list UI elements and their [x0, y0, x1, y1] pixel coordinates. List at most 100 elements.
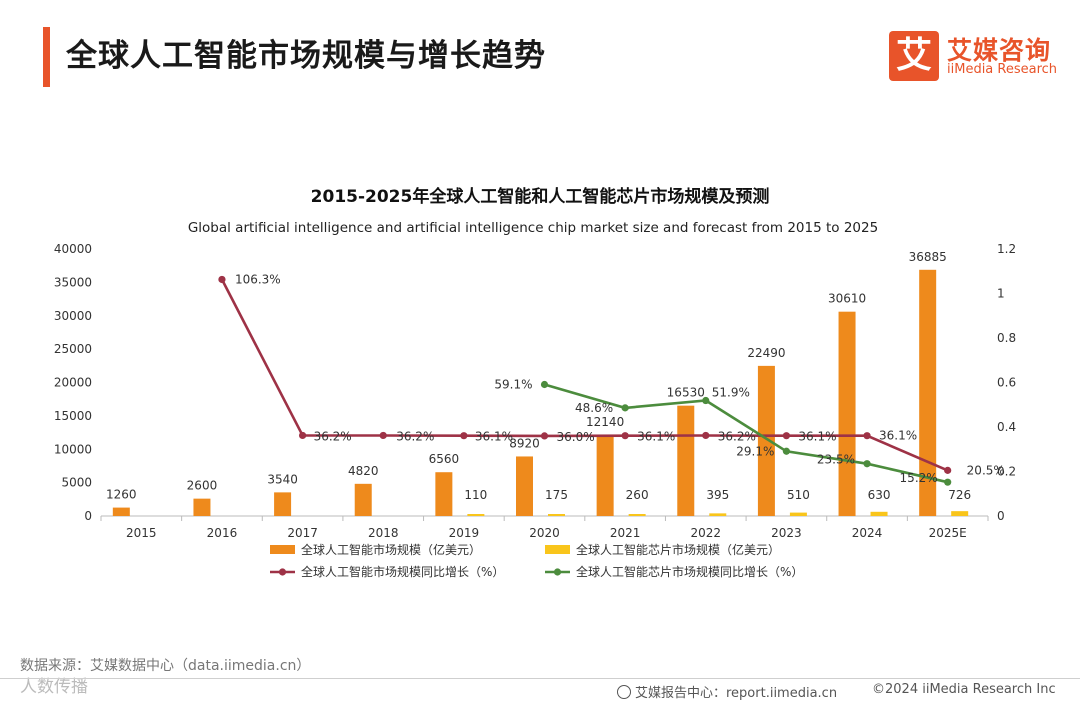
bar-ai-label: 3540 — [267, 472, 298, 486]
legend-label: 全球人工智能芯片市场规模同比增长（%） — [576, 564, 803, 579]
bar-chip-label: 726 — [948, 488, 971, 502]
bar-chip-market — [548, 514, 565, 516]
bar-chip-label: 510 — [787, 488, 810, 502]
legend-swatch-bar — [270, 545, 295, 554]
chart-subtitle: Global artificial intelligence and artif… — [188, 220, 878, 236]
chip-growth-label: 29.1% — [736, 444, 774, 458]
ai-growth-point — [218, 275, 226, 284]
y2-tick-label: 0.6 — [997, 376, 1016, 390]
x-tick-label: 2022 — [690, 526, 721, 540]
x-tick-label: 2025E — [929, 526, 967, 540]
chip-growth-label: 23.5% — [817, 453, 855, 467]
chip-growth-point — [540, 380, 549, 389]
bar-ai-label: 1260 — [106, 488, 137, 502]
ai-growth-label: 20.5% — [967, 463, 1005, 477]
bar-ai-label: 22490 — [747, 346, 785, 360]
bar-ai-market — [677, 405, 695, 516]
y2-tick-label: 1 — [997, 287, 1005, 301]
bar-ai-label: 8920 — [509, 436, 540, 450]
y2-tick-label: 1.2 — [997, 242, 1016, 256]
ai-growth-point — [298, 431, 307, 440]
bar-ai-label: 36885 — [909, 250, 947, 264]
bar-ai-label: 16530 — [667, 386, 705, 400]
ai-growth-label: 36.0% — [557, 430, 595, 444]
chip-growth-point — [621, 404, 629, 412]
legend-swatch-bar — [545, 545, 570, 554]
bar-ai-label: 6560 — [429, 452, 460, 466]
footer-copyright: ©2024 iiMedia Research Inc — [872, 682, 1056, 697]
bar-ai-market — [354, 483, 372, 516]
x-tick-label: 2019 — [449, 526, 480, 540]
ai-growth-point — [460, 432, 468, 440]
chip-growth-point — [782, 447, 791, 455]
x-tick-label: 2018 — [368, 526, 399, 540]
bar-ai-label: 30610 — [828, 292, 866, 306]
chip-growth-point — [702, 396, 710, 405]
data-source: 数据来源：艾媒数据中心（data.iimedia.cn） — [20, 658, 311, 674]
bar-chip-label: 630 — [868, 488, 891, 502]
bar-ai-label: 12140 — [586, 415, 624, 429]
bar-ai-label: 2600 — [187, 479, 218, 493]
bar-ai-label: 4820 — [348, 464, 379, 478]
logo-cn-text: 艾媒咨询 — [947, 36, 1052, 65]
y2-tick-label: 0.4 — [997, 420, 1016, 434]
ai-growth-label: 36.1% — [879, 429, 917, 443]
y2-tick-label: 0.8 — [997, 331, 1016, 345]
chart-title: 2015-2025年全球人工智能和人工智能芯片市场规模及预测 — [311, 186, 770, 207]
chip-growth-label: 59.1% — [494, 378, 532, 392]
x-tick-label: 2023 — [771, 526, 802, 540]
watermark-text: 人数传播 — [20, 677, 88, 697]
ai-growth-label: 106.3% — [235, 272, 281, 286]
bar-chip-market — [789, 512, 807, 516]
bar-ai-market — [919, 269, 937, 516]
ai-growth-point — [944, 466, 952, 474]
ai-growth-point — [540, 432, 549, 440]
bar-chip-market — [628, 514, 646, 516]
bar-ai-market — [838, 311, 856, 516]
ai-growth-point — [621, 432, 629, 440]
legend-label: 全球人工智能市场规模同比增长（%） — [301, 564, 504, 579]
x-tick-label: 2015 — [126, 526, 157, 540]
footer-report-text: 艾媒报告中心：report.iimedia.cn — [635, 686, 838, 701]
y-tick-label: 15000 — [54, 409, 92, 423]
y-tick-label: 40000 — [54, 242, 92, 256]
page-title: 全球人工智能市场规模与增长趋势 — [66, 38, 546, 74]
bar-ai-market — [435, 472, 453, 516]
ai-growth-point — [863, 432, 871, 440]
y-tick-label: 0 — [84, 509, 92, 523]
bar-chip-label: 175 — [545, 488, 568, 502]
ai-growth-label: 36.1% — [475, 430, 513, 444]
bar-chip-market — [709, 513, 727, 516]
y2-tick-label: 0.2 — [997, 465, 1016, 479]
ai-growth-line — [220, 278, 949, 472]
y-tick-label: 20000 — [54, 376, 92, 390]
ai-growth-point — [379, 431, 387, 440]
ai-growth-label: 36.2% — [314, 429, 352, 443]
y-tick-label: 30000 — [54, 309, 92, 323]
y-tick-label: 35000 — [54, 275, 92, 289]
x-tick-label: 2020 — [529, 526, 560, 540]
bar-ai-market — [516, 456, 533, 516]
chip-growth-label: 15.2% — [900, 471, 938, 485]
logo-mark-icon: 艾 — [889, 31, 939, 81]
bar-chip-label: 395 — [706, 488, 729, 502]
footer-report: 艾媒报告中心：report.iimedia.cn — [617, 682, 837, 701]
bar-ai-market — [596, 434, 614, 516]
x-tick-label: 2021 — [610, 526, 641, 540]
y-tick-label: 10000 — [54, 442, 92, 456]
ai-growth-point — [702, 431, 710, 440]
y-tick-label: 5000 — [61, 476, 92, 490]
legend-label: 全球人工智能市场规模（亿美元） — [301, 542, 481, 557]
bar-chip-market — [951, 511, 969, 516]
bar-chip-label: 110 — [464, 488, 487, 502]
logo-en-text: iiMedia Research — [947, 62, 1058, 77]
footer-divider — [0, 678, 1080, 679]
ai-growth-label: 36.1% — [798, 430, 836, 444]
iimedia-logo: 艾 艾媒咨询 iiMedia Research — [889, 31, 1061, 81]
bar-ai-market — [112, 507, 130, 516]
bar-chip-label: 260 — [626, 488, 649, 502]
legend-label: 全球人工智能芯片市场规模（亿美元） — [576, 542, 780, 557]
x-tick-label: 2017 — [287, 526, 318, 540]
chip-growth-point — [944, 478, 952, 486]
bar-ai-market — [274, 492, 292, 516]
